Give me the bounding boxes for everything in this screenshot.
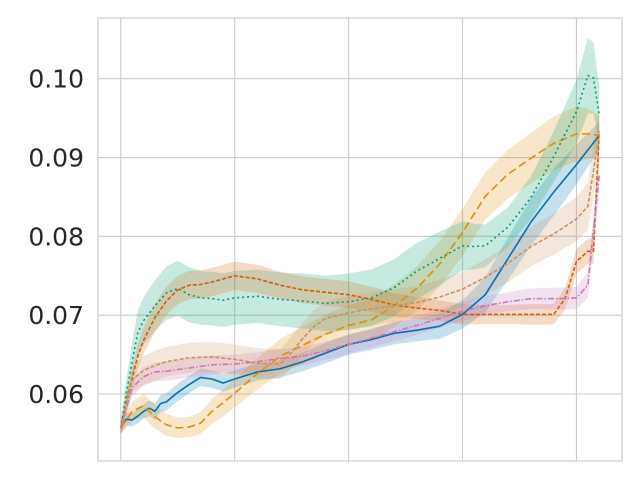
y-tick-label: 0.07 [28,301,84,330]
series-5-band [120,155,600,434]
y-tick-label: 0.09 [28,144,84,173]
series-2-band [120,106,600,439]
y-axis-tick-labels: 0.06 0.07 0.08 0.09 0.10 [28,65,84,409]
series-4-line [119,131,601,429]
grid [98,18,622,461]
series-2-line [120,133,600,429]
series-3-band [120,37,600,435]
series-6-line [120,133,601,429]
y-tick-label: 0.08 [28,222,84,251]
confidence-bands [120,37,600,439]
y-tick-label: 0.06 [28,380,84,409]
y-tick-label: 0.10 [28,65,84,94]
series-6-band [120,106,600,435]
series-3-line [119,74,601,429]
series-4-band [120,115,600,435]
series-lines [119,74,601,429]
series-1-line [120,134,600,429]
series-1-band [120,121,600,434]
series-5-line [120,174,601,429]
plot-frame [97,17,623,462]
